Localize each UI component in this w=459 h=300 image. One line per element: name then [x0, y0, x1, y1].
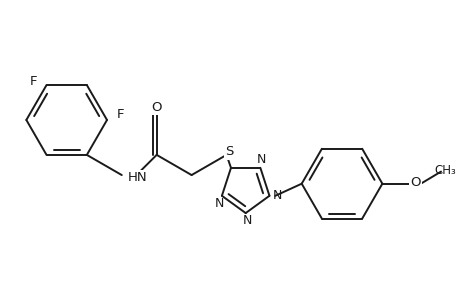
Text: N: N [256, 152, 265, 166]
Text: HN: HN [127, 172, 147, 184]
Text: S: S [225, 146, 233, 158]
Text: N: N [273, 189, 282, 202]
Text: F: F [116, 108, 123, 121]
Text: O: O [151, 101, 162, 114]
Text: F: F [29, 75, 37, 88]
Text: CH₃: CH₃ [433, 164, 455, 177]
Text: N: N [214, 196, 224, 210]
Text: N: N [243, 214, 252, 227]
Text: O: O [409, 176, 420, 189]
